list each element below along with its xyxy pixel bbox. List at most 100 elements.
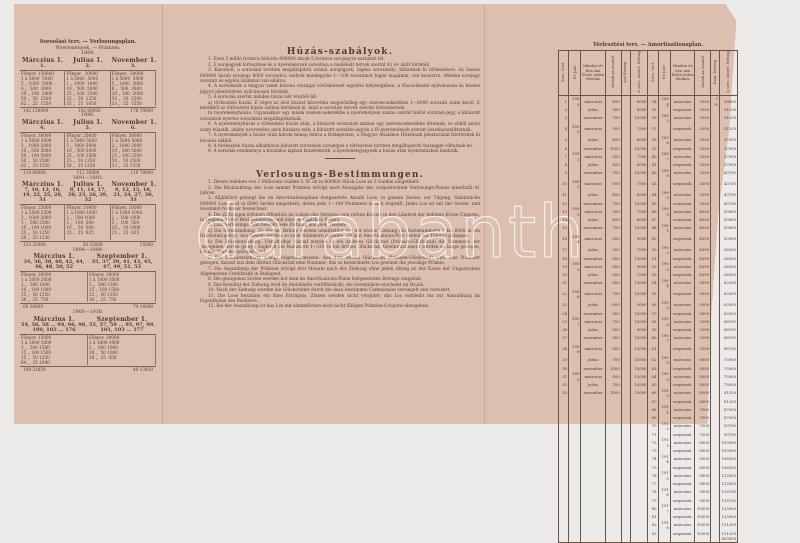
table-body: 1 1889 márczius 400 6000 34 1894 márczius 2500 7½… [557,95,738,543]
table-cell [657,217,671,223]
table-cell: 106250 [719,453,738,465]
table-cell: 112500 [719,481,738,487]
table-cell [657,382,671,388]
table-cell: 10500 [629,112,649,124]
table-cell: 10500 [694,530,712,536]
table-cell: márczius [580,343,606,355]
table-cell: 43750 [719,200,738,206]
table-cell: 500 [604,123,622,135]
table-cell: 700 [604,167,622,179]
table-cell [620,486,631,498]
table-row: 13 1893 márczius 500 7500 46 1900 márczius 4000 5… [557,206,738,217]
table-cell: 5500 [694,343,712,355]
column-header-label: Ára Betrag [622,61,628,83]
table-cell [568,310,582,316]
table-cell: 10000 [694,514,712,520]
table-cell: 64 [647,371,659,382]
column-header: A sors. Amort. Betrag [629,50,649,96]
table-cell [710,151,721,162]
prize-column: Főnyer. 30000 1 à 5000 5000 1 „ 1000 100… [65,70,111,106]
table-cell [710,206,721,217]
prize-column: Főnyer. 150000 1 à 5000 5000 5 „ 1000 50… [20,70,66,106]
table-cell: 4000 [694,222,712,234]
table-cell [657,343,671,355]
column-header-label: Év Jahr [660,65,666,80]
column-header: Darab az Anzahl [604,50,622,96]
column-header: Sors. Verl. [647,50,659,96]
table-cell [568,398,582,404]
table-cell: szeptemb. [669,255,696,261]
table-cell: julius [580,354,606,366]
table-cell [657,415,671,421]
table-cell [710,261,721,272]
table-cell [620,123,631,135]
table-cell [657,288,671,300]
verlosung-paragraph: 8. Die gezogenen Serien werden mit dem i… [208,277,423,283]
rule-paragraph: 9. A sorsolás eredménye a hivatalos lapb… [208,149,459,155]
table-cell: 55 [647,288,659,300]
table-cell [620,354,631,366]
draw-years: 1889. [81,51,95,57]
table-row: 12 november 700 10500 45 szeptemb. 3500 43750 [557,200,738,206]
table-cell: 1898 [657,167,671,179]
table-cell: márczius [669,222,696,234]
prize-grid: Főnyer. 25000 1 à 2500 2500 2 „ 1000 200… [20,204,156,241]
table-cell [568,536,582,543]
table-cell: 15 [557,222,570,234]
table-cell: 8500 [694,453,712,465]
table-cell [710,486,721,498]
table-cell [568,420,582,432]
table-cell [620,404,631,415]
draw-numbers-row: 54, 56, 58 … 94, 96, 98, 100, 102 … 176 5… [20,322,156,333]
table-cell: 1902 [657,244,671,256]
table-cell: márczius [669,453,696,465]
draw-years: 1891—1893. [72,175,104,181]
table-row: 17 julius 500 7500 50 1902 márczius 4500 56250 [557,244,738,256]
column-header: Minden év ben Am Erste jeden Monats [669,50,696,96]
table-cell [620,167,631,179]
table-cell: 68750 [719,327,738,333]
table-cell [620,371,631,382]
table-cell: 7500 [629,151,649,162]
table-cell [557,453,570,465]
draw-month: Julius 1. [73,56,103,64]
table-cell: 10500 [629,316,649,327]
table-cell: 13 [557,206,570,217]
table-cell: 1905 [657,299,671,311]
table-cell [568,255,582,261]
table-cell: 37500 [719,162,738,168]
table-row: 82 1918 márczius 10500 131250 [557,519,738,531]
table-cell: 7500 [629,178,649,190]
table-cell: 56250 [719,255,738,261]
table-cell: 87500 [719,404,738,415]
table-cell [568,519,582,531]
table-cell: 61 [647,343,659,355]
table-cell: 38 [647,134,659,146]
table-cell: szeptemb. [669,327,696,333]
table-cell [568,327,582,333]
table-cell: 1899 [568,371,582,382]
table-cell: 30000 [719,95,738,107]
column-header: Ára Betrag [620,50,631,96]
prize-grid: Főnyer. 20000 1 à 2000 2000 2 „ 500 1000… [20,271,156,303]
table-cell: 81250 [719,398,738,404]
table-cell [557,486,570,498]
table-cell: 1000 [604,387,622,399]
draw-years: 1900—1930. [72,309,104,315]
table-row: 2 julius 300 4500 35 szeptemb. 2500 31250 [557,107,738,113]
table-cell: márczius [580,206,606,217]
table-cell [710,123,721,135]
table-cell [557,437,570,448]
table-cell: 12000 [629,371,649,382]
table-cell: 6500 [694,387,712,399]
column-header: Sors. Vezl. [557,50,570,96]
table-cell: 1890 [568,123,582,135]
table-cell: 9000 [694,470,712,481]
draw-number: 3. [130,62,136,69]
table-cell: 43750 [719,167,738,179]
prize-plan-subtitle: Nyeremények. — Prämien. [55,45,121,51]
table-cell: 5000 [694,299,712,311]
table-cell: 9 [557,167,570,179]
table-cell [620,387,631,399]
table-cell: 78 [647,486,659,498]
